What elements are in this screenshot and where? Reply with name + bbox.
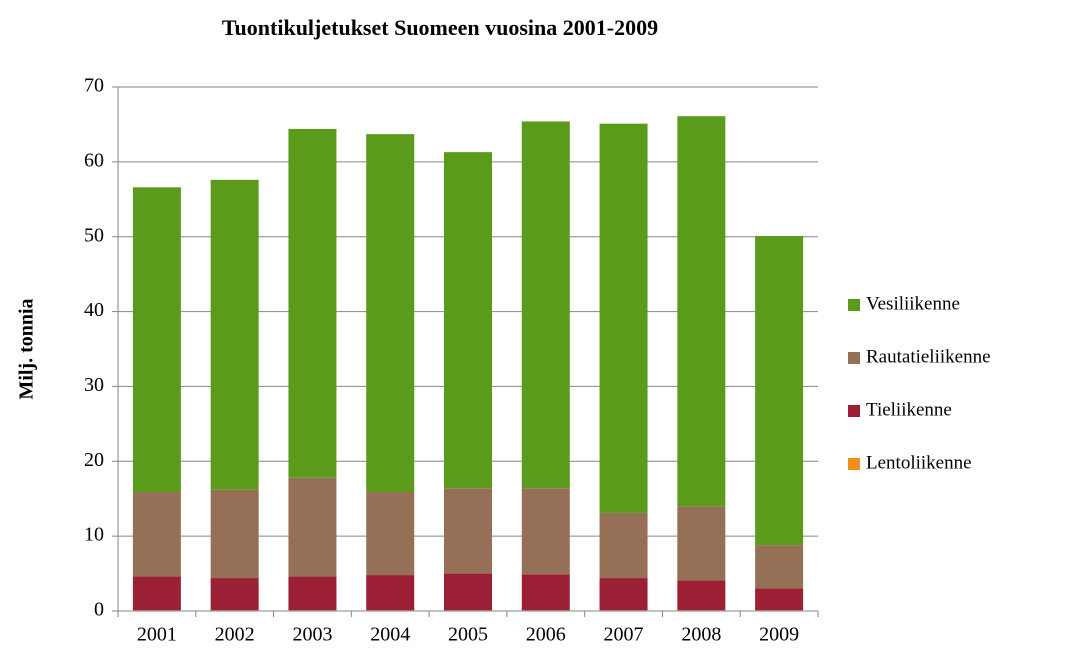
bar-segment	[444, 488, 492, 574]
bar-segment	[677, 116, 726, 507]
bar-segment	[366, 134, 415, 492]
legend-label: Rautatieliikenne	[866, 346, 991, 367]
y-tick-label: 30	[84, 374, 104, 396]
y-tick-label: 70	[84, 75, 104, 97]
bar-segment	[521, 121, 570, 489]
x-tick-label: 2003	[292, 624, 332, 646]
bar-segment	[599, 512, 648, 579]
bar-segment	[210, 489, 259, 579]
legend-label: Tieliikenne	[866, 399, 952, 420]
bar-segment	[210, 179, 259, 490]
x-tick-label: 2005	[448, 624, 488, 646]
y-tick-label: 10	[84, 524, 104, 546]
legend-swatch	[848, 405, 860, 417]
bar-segment	[444, 152, 492, 489]
legend-label: Lentoliikenne	[866, 452, 972, 473]
bar-segment	[521, 574, 570, 611]
x-tick-label: 2002	[215, 624, 255, 646]
bar-segment	[599, 123, 648, 513]
bar-segment	[444, 573, 492, 611]
bar-segment	[755, 588, 804, 611]
x-tick-label: 2008	[681, 624, 721, 646]
x-tick-label: 2007	[604, 624, 644, 646]
y-tick-label: 0	[94, 599, 104, 621]
bar-segment	[210, 578, 259, 611]
x-tick-label: 2001	[137, 624, 177, 646]
bar-segment	[599, 578, 648, 611]
legend-swatch	[848, 458, 860, 470]
bar-segment	[132, 491, 181, 577]
x-tick-label: 2009	[759, 624, 799, 646]
bar-segment	[366, 575, 415, 611]
bar-segment	[755, 545, 804, 589]
legend-label: Vesiliikenne	[866, 293, 960, 314]
y-tick-label: 40	[84, 299, 104, 321]
bar-segment	[288, 477, 337, 577]
x-tick-label: 2004	[370, 624, 410, 646]
y-tick-label: 50	[84, 224, 104, 246]
chart-title: Tuontikuljetukset Suomeen vuosina 2001-2…	[222, 15, 658, 40]
bar-segment	[677, 506, 726, 581]
y-tick-label: 60	[84, 149, 104, 171]
bar-segment	[132, 187, 181, 492]
y-axis-label: Milj. tonnia	[16, 298, 38, 399]
bar-segment	[132, 576, 181, 611]
y-tick-label: 20	[84, 449, 104, 471]
legend-swatch	[848, 299, 860, 311]
bar-segment	[288, 576, 337, 611]
x-tick-label: 2006	[526, 624, 566, 646]
bar-segment	[755, 235, 804, 546]
bar-segment	[366, 491, 415, 576]
bar-segment	[288, 128, 337, 478]
bar-segment	[521, 488, 570, 575]
bar-segment	[677, 580, 726, 611]
legend-swatch	[848, 352, 860, 364]
